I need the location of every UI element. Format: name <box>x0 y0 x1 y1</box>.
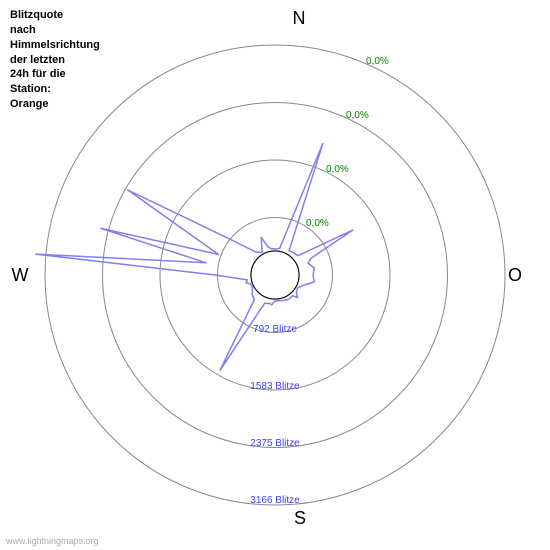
cardinal-s: S <box>270 508 330 529</box>
ratio-ring-label-3: 0,0% <box>346 110 369 121</box>
strikes-ring-label-2: 1583 Blitze <box>250 381 299 392</box>
footer-attribution: www.lightningmaps.org <box>6 536 99 546</box>
cardinal-n: N <box>269 8 329 29</box>
strikes-rose-outline <box>36 143 353 370</box>
strikes-ring-label-4: 3166 Blitze <box>250 495 299 506</box>
ratio-ring-label-2: 0,0% <box>326 164 349 175</box>
ratio-ring-label-1: 0,0% <box>306 218 329 229</box>
cardinal-w: W <box>0 265 50 286</box>
strikes-ring-label-1: 792 Blitze <box>253 324 297 335</box>
polar-chart-svg <box>0 0 550 550</box>
cardinal-o: O <box>485 265 545 286</box>
ratio-ring-label-4: 0,0% <box>366 56 389 67</box>
strikes-ring-label-3: 2375 Blitze <box>250 438 299 449</box>
